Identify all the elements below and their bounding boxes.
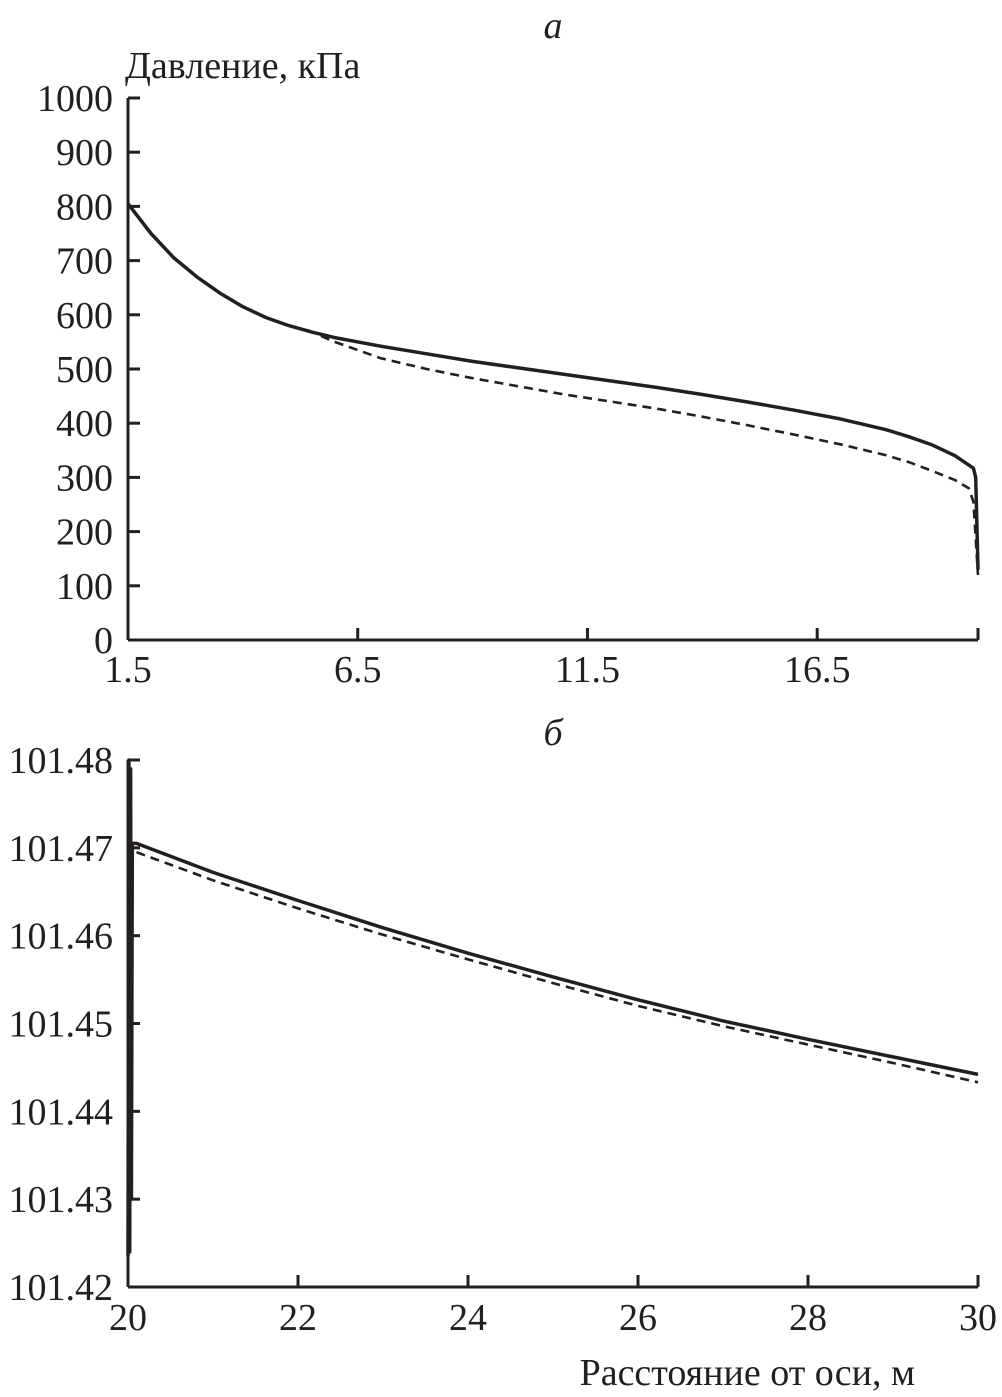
series-dashed-line [306,328,980,576]
y-tick-label: 900 [56,132,113,174]
y-tick-label: 101.48 [9,740,114,782]
series-solid-line [126,202,980,570]
x-tick-label: 20 [109,1297,147,1339]
x-tick-label: 22 [279,1297,317,1339]
y-tick-label: 1000 [37,78,113,120]
y-axis-title-a: Давление, кПа [125,45,361,87]
x-tick-label: 16.5 [784,649,851,691]
chart-a: а Давление, кПа 100090080070060050040030… [37,5,980,691]
x-tick-label: 30 [959,1297,997,1339]
series-dashed-line [136,850,979,1084]
panel-label-a: а [544,5,563,47]
y-tick-label: 200 [56,512,113,554]
y-tick-label: 101.43 [9,1179,114,1221]
x-tick-label: 1.5 [104,649,152,691]
x-tick-label: 28 [789,1297,827,1339]
y-tick-label: 101.44 [9,1091,114,1133]
y-tick-label: 100 [56,566,113,608]
y-tick-label: 500 [56,349,113,391]
panel-label-b: б [543,712,564,754]
y-tick-label: 0 [94,620,113,662]
y-tick-label: 101.46 [9,916,114,958]
y-tick-label: 700 [56,241,113,283]
y-tick-label: 101.47 [9,828,114,870]
series-group-b [126,758,979,1257]
y-tick-label: 101.45 [9,1004,114,1046]
x-tick-label: 24 [449,1297,487,1339]
y-tick-label: 101.42 [9,1267,114,1309]
x-tick-label: 6.5 [334,649,382,691]
x-tick-label: 26 [619,1297,657,1339]
y-tick-label: 800 [56,186,113,228]
x-tick-label: 11.5 [555,649,620,691]
ticks-b: 101.48 101.47 101.46 101.45 101.44 101.43 101.… [9,740,998,1339]
y-tick-label: 400 [56,403,113,445]
y-tick-label: 300 [56,457,113,499]
series-solid-line [126,758,979,1257]
series-group-a [126,202,980,576]
y-tick-label: 600 [56,295,113,337]
chart-b: б 101.48101.47101.46101.45101.44101.4310… [9,712,998,1394]
x-axis-title-b: Расстояние от оси, м [580,1352,915,1394]
